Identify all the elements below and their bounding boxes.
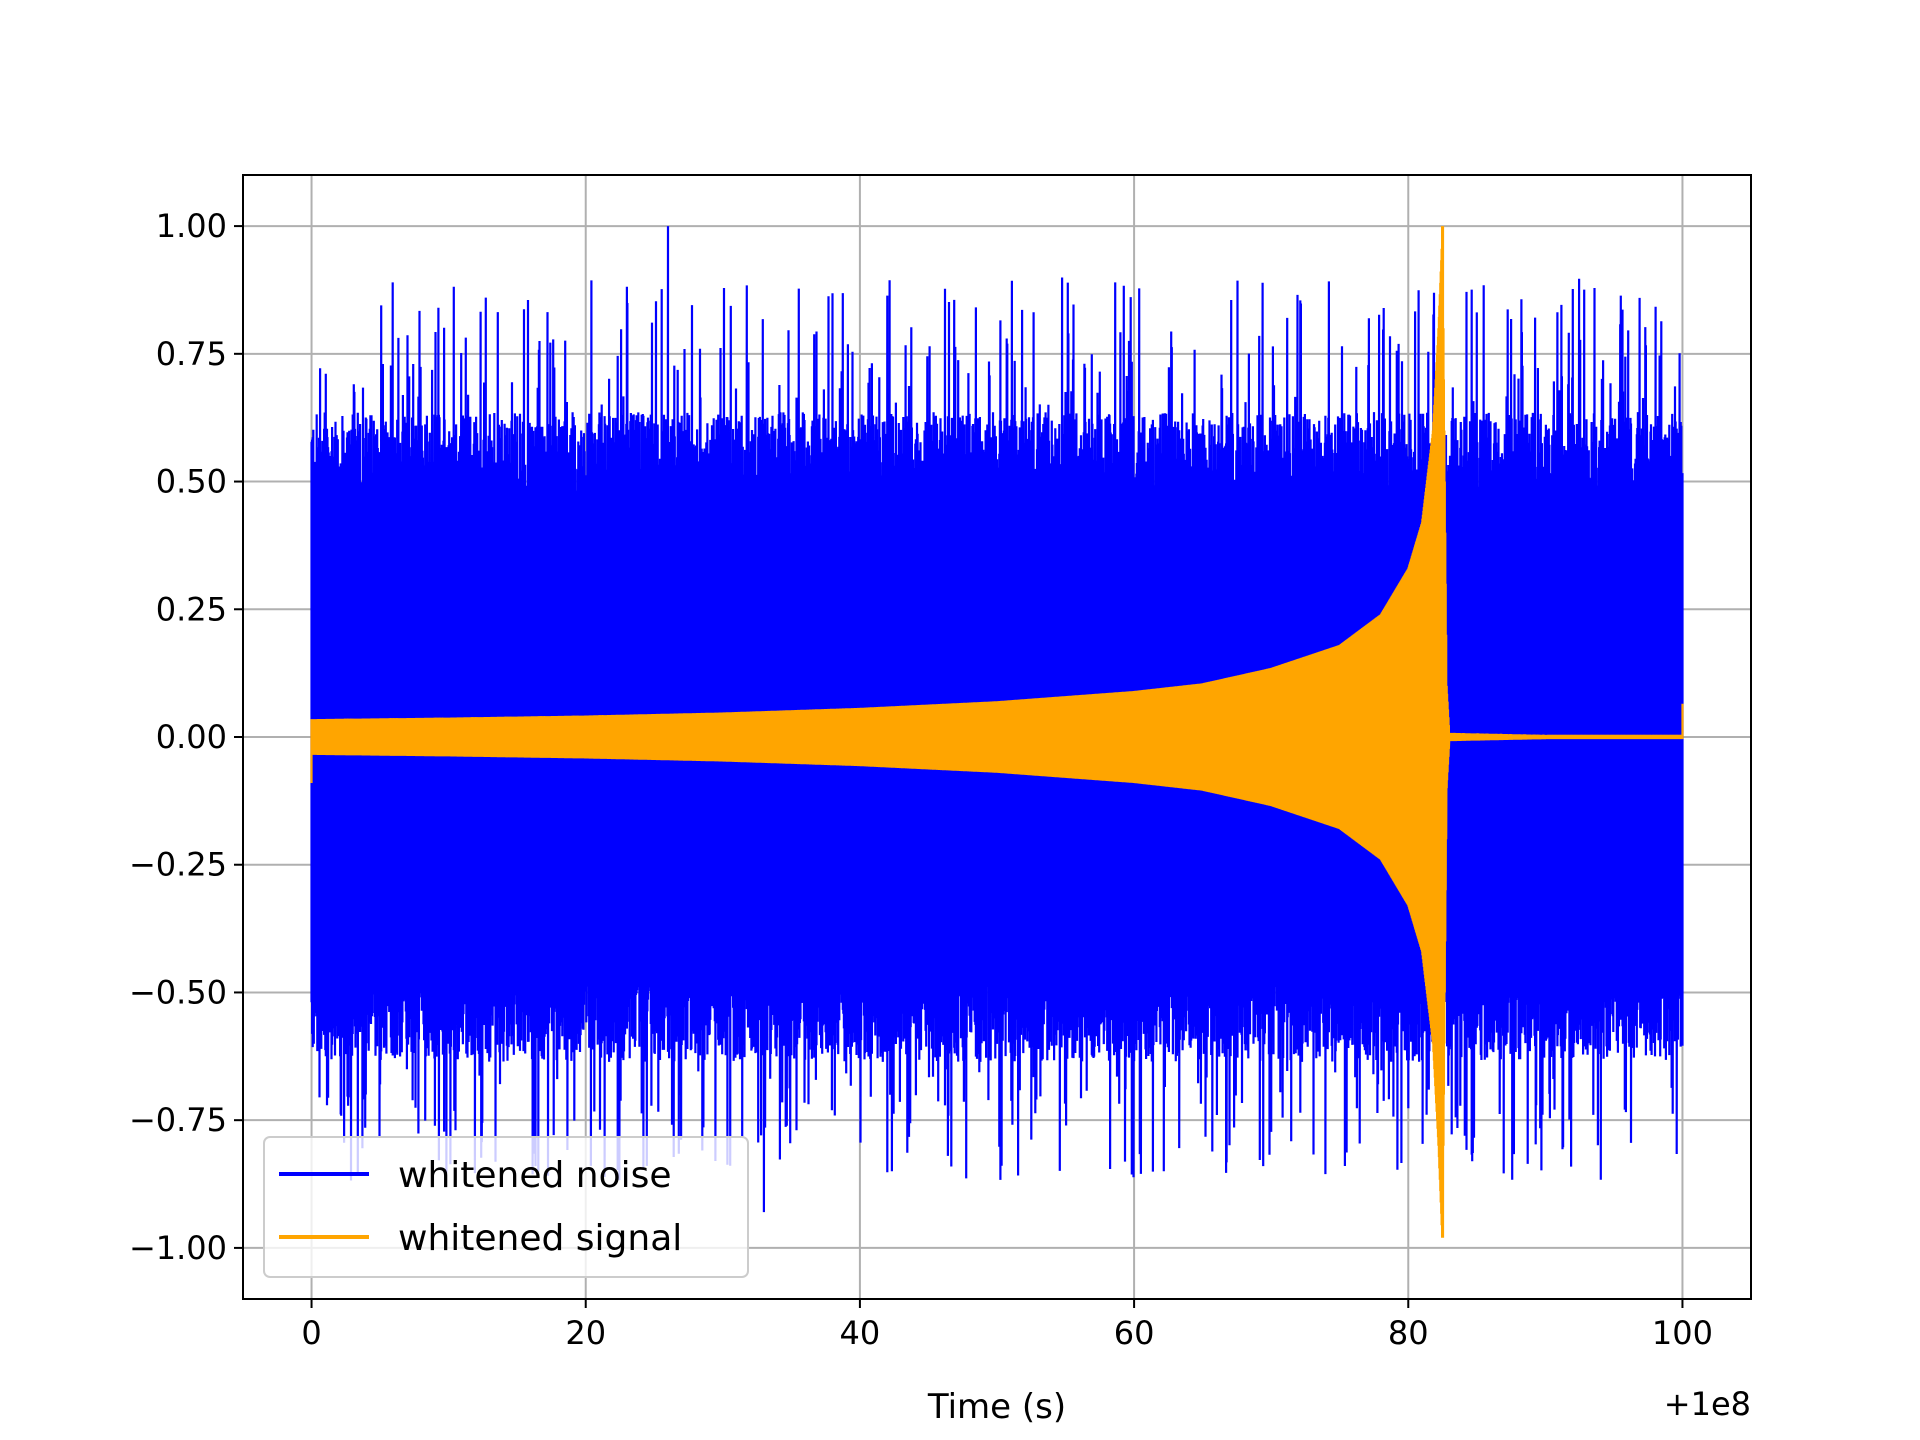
y-tick-label: −0.50 (129, 973, 227, 1011)
x-tick-label: 60 (1114, 1314, 1155, 1352)
x-tick-label: 40 (840, 1314, 881, 1352)
y-tick-label: 0.00 (156, 718, 227, 756)
x-tick-label: 0 (301, 1314, 321, 1352)
y-tick-label: 0.25 (156, 590, 227, 628)
legend-label-whitened-noise: whitened noise (398, 1155, 672, 1196)
legend-box (263, 1136, 749, 1278)
x-tick-label: 20 (565, 1314, 606, 1352)
y-tick-label: 0.75 (156, 335, 227, 373)
y-tick-label: −1.00 (129, 1229, 227, 1267)
y-tick-label: −0.75 (129, 1101, 227, 1139)
series-line-whitened-signal (310, 226, 1684, 1238)
y-axis: 1.00 0.75 0.50 0.25 0.00 −0.25 −0.50 −0.75 −1.00 (129, 207, 243, 1267)
legend-label-whitened-signal: whitened signal (398, 1218, 682, 1259)
x-tick-label: 80 (1388, 1314, 1429, 1352)
x-axis: 0 20 40 60 80 100 (301, 1299, 1713, 1352)
legend: whitened noise whitened signal (263, 1136, 749, 1278)
plot-area (310, 226, 1684, 1238)
y-tick-label: 0.50 (156, 463, 227, 501)
x-axis-offset-label: +1e8 (1664, 1385, 1751, 1423)
x-axis-label: Time (s) (927, 1387, 1066, 1427)
x-tick-label: 100 (1652, 1314, 1713, 1352)
y-tick-label: 1.00 (156, 207, 227, 245)
y-tick-label: −0.25 (129, 846, 227, 884)
